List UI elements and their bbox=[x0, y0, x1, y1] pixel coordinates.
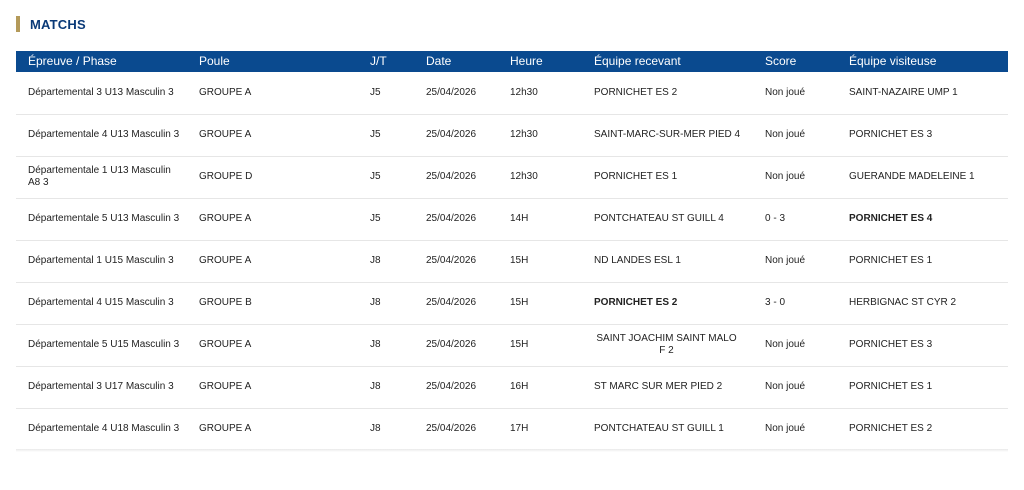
table-row[interactable]: Départementale 4 U13 Masculin 3 GROUPE A J… bbox=[16, 114, 1008, 156]
cell-poule: GROUPE A bbox=[199, 255, 252, 266]
cell-equipe-recevant: PORNICHET ES 2 bbox=[594, 86, 678, 98]
column-header-equipe-recevant[interactable]: Équipe recevant bbox=[594, 54, 681, 68]
cell-heure: 15H bbox=[510, 297, 529, 308]
cell-score: Non joué bbox=[765, 255, 806, 266]
cell-jt: J5 bbox=[370, 171, 381, 182]
table-bottom-edge bbox=[16, 449, 1008, 452]
matches-table-container: Épreuve / Phase Poule J/T Date Heure Équ… bbox=[16, 51, 1008, 451]
cell-equipe-recevant: PONTCHATEAU ST GUILL 1 bbox=[594, 423, 724, 434]
cell-jt: J8 bbox=[370, 423, 381, 434]
section-header: MATCHS bbox=[16, 14, 86, 34]
cell-epreuve: Départementale 1 U13 Masculin A8 3 bbox=[28, 165, 171, 188]
table-row[interactable]: Départementale 1 U13 Masculin A8 3 GROUPE… bbox=[16, 156, 1008, 198]
cell-epreuve: Départementale 4 U13 Masculin 3 bbox=[28, 129, 180, 140]
matches-table: Épreuve / Phase Poule J/T Date Heure Équ… bbox=[16, 51, 1008, 451]
column-header-heure[interactable]: Heure bbox=[510, 54, 543, 68]
cell-score: Non joué bbox=[765, 129, 806, 140]
cell-epreuve: Départemental 3 U17 Masculin 3 bbox=[28, 381, 174, 392]
cell-equipe-recevant: SAINT-MARC-SUR-MER PIED 4 bbox=[594, 129, 741, 140]
cell-equipe-visiteuse: GUERANDE MADELEINE 1 bbox=[849, 171, 975, 182]
cell-epreuve: Départemental 3 U13 Masculin 3 bbox=[28, 86, 174, 98]
cell-date: 25/04/2026 bbox=[426, 86, 477, 98]
cell-heure: 16H bbox=[510, 381, 529, 392]
cell-score: Non joué bbox=[765, 339, 806, 350]
table-row[interactable]: Départemental 1 U15 Masculin 3 GROUPE A J8… bbox=[16, 240, 1008, 282]
column-header-equipe-visiteuse[interactable]: Équipe visiteuse bbox=[849, 54, 937, 68]
cell-equipe-visiteuse: PORNICHET ES 4 bbox=[849, 213, 933, 224]
cell-score: 3 - 0 bbox=[765, 297, 786, 308]
cell-poule: GROUPE D bbox=[199, 171, 253, 182]
cell-jt: J8 bbox=[370, 339, 381, 350]
cell-epreuve: Départemental 1 U15 Masculin 3 bbox=[28, 255, 174, 266]
cell-equipe-recevant: ST MARC SUR MER PIED 2 bbox=[594, 381, 723, 392]
cell-date: 25/04/2026 bbox=[426, 339, 477, 350]
cell-date: 25/04/2026 bbox=[426, 255, 477, 266]
cell-poule: GROUPE A bbox=[199, 423, 252, 434]
column-header-score[interactable]: Score bbox=[765, 54, 797, 68]
table-row[interactable]: Départementale 5 U13 Masculin 3 GROUPE A J… bbox=[16, 198, 1008, 240]
cell-poule: GROUPE A bbox=[199, 129, 252, 140]
cell-jt: J8 bbox=[370, 297, 381, 308]
cell-heure: 12h30 bbox=[510, 86, 538, 98]
cell-epreuve: Départementale 5 U13 Masculin 3 bbox=[28, 213, 180, 224]
title-accent-bar bbox=[16, 16, 20, 32]
cell-score: Non joué bbox=[765, 171, 806, 182]
cell-heure: 12h30 bbox=[510, 171, 538, 182]
cell-date: 25/04/2026 bbox=[426, 423, 477, 434]
cell-poule: GROUPE A bbox=[199, 213, 252, 224]
cell-epreuve: Départementale 4 U18 Masculin 3 bbox=[28, 423, 180, 434]
cell-jt: J5 bbox=[370, 213, 381, 224]
cell-epreuve: Départemental 4 U15 Masculin 3 bbox=[28, 297, 174, 308]
cell-equipe-visiteuse: PORNICHET ES 1 bbox=[849, 255, 933, 266]
table-row[interactable]: Départemental 4 U15 Masculin 3 GROUPE B J8… bbox=[16, 282, 1008, 324]
cell-equipe-recevant: ND LANDES ESL 1 bbox=[594, 255, 681, 266]
column-header-epreuve[interactable]: Épreuve / Phase bbox=[28, 54, 117, 68]
cell-score: 0 - 3 bbox=[765, 213, 786, 224]
table-row[interactable]: Départemental 3 U17 Masculin 3 GROUPE A J8… bbox=[16, 366, 1008, 408]
cell-equipe-recevant: PORNICHET ES 1 bbox=[594, 171, 678, 182]
column-header-jt[interactable]: J/T bbox=[370, 54, 387, 68]
table-row[interactable]: Départementale 5 U15 Masculin 3 GROUPE A J… bbox=[16, 324, 1008, 366]
cell-equipe-visiteuse: PORNICHET ES 3 bbox=[849, 129, 933, 140]
cell-score: Non joué bbox=[765, 381, 806, 392]
section-title: MATCHS bbox=[30, 16, 86, 32]
cell-jt: J8 bbox=[370, 381, 381, 392]
cell-date: 25/04/2026 bbox=[426, 297, 477, 308]
cell-heure: 15H bbox=[510, 255, 529, 266]
cell-jt: J5 bbox=[370, 129, 381, 140]
cell-poule: GROUPE A bbox=[199, 86, 252, 98]
cell-poule: GROUPE A bbox=[199, 339, 252, 350]
table-header-row: Épreuve / Phase Poule J/T Date Heure Équ… bbox=[16, 51, 1008, 72]
cell-date: 25/04/2026 bbox=[426, 213, 477, 224]
cell-jt: J5 bbox=[370, 86, 381, 98]
cell-equipe-visiteuse: PORNICHET ES 2 bbox=[849, 423, 933, 434]
cell-equipe-visiteuse: SAINT-NAZAIRE UMP 1 bbox=[849, 86, 958, 98]
table-row[interactable]: Départemental 3 U13 Masculin 3 GROUPE A J5… bbox=[16, 72, 1008, 114]
cell-heure: 15H bbox=[510, 339, 529, 350]
cell-equipe-visiteuse: PORNICHET ES 1 bbox=[849, 381, 933, 392]
cell-poule: GROUPE B bbox=[199, 297, 252, 308]
cell-equipe-recevant: PORNICHET ES 2 bbox=[594, 297, 678, 308]
cell-date: 25/04/2026 bbox=[426, 381, 477, 392]
column-header-poule[interactable]: Poule bbox=[199, 54, 230, 68]
cell-equipe-visiteuse: PORNICHET ES 3 bbox=[849, 339, 933, 350]
cell-score: Non joué bbox=[765, 423, 806, 434]
column-header-date[interactable]: Date bbox=[426, 54, 452, 68]
cell-epreuve: Départementale 5 U15 Masculin 3 bbox=[28, 339, 180, 350]
cell-poule: GROUPE A bbox=[199, 381, 252, 392]
cell-heure: 12h30 bbox=[510, 129, 538, 140]
cell-equipe-visiteuse: HERBIGNAC ST CYR 2 bbox=[849, 297, 957, 308]
cell-date: 25/04/2026 bbox=[426, 129, 477, 140]
cell-score: Non joué bbox=[765, 86, 806, 98]
cell-heure: 14H bbox=[510, 213, 529, 224]
cell-equipe-recevant: PONTCHATEAU ST GUILL 4 bbox=[594, 213, 724, 224]
cell-equipe-recevant: SAINT JOACHIM SAINT MALO F 2 bbox=[596, 333, 737, 356]
cell-date: 25/04/2026 bbox=[426, 171, 477, 182]
table-row[interactable]: Départementale 4 U18 Masculin 3 GROUPE A J… bbox=[16, 408, 1008, 450]
cell-heure: 17H bbox=[510, 423, 529, 434]
cell-jt: J8 bbox=[370, 255, 381, 266]
